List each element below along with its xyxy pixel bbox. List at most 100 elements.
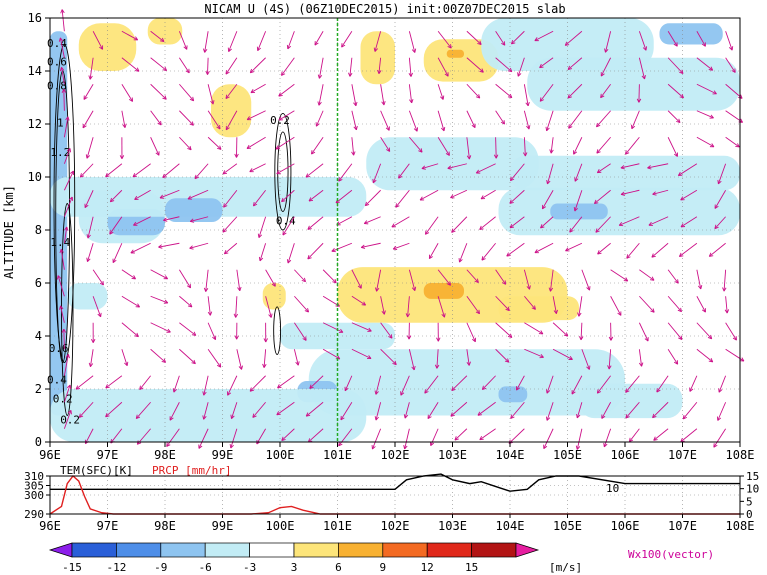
wind-vector-head-175: [341, 43, 346, 48]
wind-vector-224: [454, 428, 468, 441]
wind-vector-34: [105, 375, 123, 389]
wind-vector-118: [265, 269, 276, 287]
wind-vector-head-189: [381, 101, 386, 106]
wind-vector-290: [571, 375, 583, 395]
wind-vector-head-26: [79, 173, 85, 178]
wind-vector-head-2: [65, 353, 70, 359]
wind-vector-29: [83, 84, 94, 100]
wind-vector-40: [109, 216, 123, 235]
sfc-x-tick-label-7: 103E: [438, 519, 467, 533]
wind-vector-122: [249, 163, 266, 173]
wind-vector-219: [437, 137, 450, 156]
wind-vector-head-298: [574, 177, 579, 182]
wind-vector-head-122: [249, 168, 254, 173]
x-tick-label-4: 100E: [266, 448, 295, 462]
wind-vector-226: [451, 375, 468, 391]
chart-title: NICAM U (4S) (06Z10DEC2015) init:00Z07DE…: [204, 2, 565, 16]
wind-vector-head-158: [317, 74, 323, 79]
shaded-region-19: [510, 155, 740, 191]
wind-vector-head-24: [86, 234, 91, 239]
wind-vector-16: [85, 428, 94, 444]
wind-vector-28: [82, 110, 94, 129]
wind-vector-head-61: [162, 95, 167, 100]
wind-vector-head-109: [225, 94, 230, 100]
wind-vector-head-226: [451, 386, 456, 392]
wind-vector-127: [257, 31, 267, 51]
wind-vector-head-153: [308, 197, 314, 202]
wind-vector-head-137: [281, 197, 286, 203]
wind-vector-head-36: [134, 332, 139, 338]
wind-vector-head-38: [131, 275, 136, 280]
wind-vector-head-126: [249, 68, 255, 74]
wind-vector-head-248: [479, 225, 484, 231]
contour-label-4: 1.2: [50, 146, 70, 159]
wind-vector-58: [132, 163, 151, 178]
wind-vector-274: [546, 375, 554, 394]
wind-vector-head-166: [357, 284, 362, 289]
wind-vector-head-81: [202, 415, 207, 420]
wind-vector-323: [638, 349, 643, 367]
colorbar-label-0: -15: [62, 561, 82, 574]
wind-vector-19: [89, 349, 94, 367]
wind-vector-head-9: [70, 170, 75, 176]
wind-vector-head-14: [58, 37, 64, 42]
wind-vector-head-150: [332, 278, 337, 284]
wind-vector-head-366: [708, 66, 714, 71]
wind-vector-65: [169, 402, 180, 421]
wind-vector-head-90: [194, 174, 199, 180]
wind-vector-head-167: [331, 247, 336, 253]
wind-vector-head-320: [628, 437, 634, 443]
colorbar: -15 -12 -9 -6 -3 3 6 9 12 15: [48, 542, 540, 574]
wind-vector-head-135: [286, 259, 292, 264]
wind-vector-head-83: [216, 363, 222, 368]
wind-vector-head-383: [728, 46, 734, 51]
wind-vector-head-80: [198, 444, 203, 449]
wind-vector-head-334: [641, 75, 646, 80]
wind-vector-6: [60, 249, 65, 270]
wind-vector-235: [466, 137, 470, 160]
colorbar-label-6: 6: [335, 561, 342, 574]
wind-vector-99: [236, 349, 243, 370]
wind-vector-head-263: [506, 252, 511, 257]
wind-vector-104: [222, 216, 238, 233]
wind-vector-293: [578, 296, 583, 317]
wind-vector-356: [696, 322, 713, 340]
wind-vector-head-106: [222, 170, 228, 175]
wind-vector-head-85: [207, 311, 213, 316]
wind-vector-head-202: [398, 174, 403, 179]
wind-vector-378: [717, 163, 727, 185]
wind-vector-head-292: [578, 336, 584, 341]
wind-vector-head-5: [56, 275, 62, 280]
wind-vector-17: [78, 401, 94, 418]
colorbar-bin-3: [160, 542, 206, 558]
wind-vector-237: [466, 83, 481, 99]
wind-vector-head-286: [539, 63, 544, 69]
wind-vector-60: [150, 110, 162, 126]
wind-vector-head-310: [623, 277, 629, 282]
wind-vector-head-379: [735, 143, 740, 148]
wind-vector-42: [105, 163, 123, 178]
wind-vector-94: [207, 57, 209, 75]
wind-vector-289: [576, 402, 583, 419]
wind-vector-head-288: [575, 445, 581, 450]
wind-vector-90: [194, 163, 209, 180]
wind-vector-head-338: [656, 388, 661, 393]
wind-vector-head-241: [477, 411, 482, 416]
colorbar-label-7: 9: [379, 561, 386, 574]
wind-vector-87: [189, 242, 209, 249]
wind-vector-head-120: [257, 233, 263, 238]
wind-vector-26: [79, 163, 94, 178]
wind-vector-254: [495, 57, 513, 73]
wind-vector-head-222: [444, 72, 449, 77]
wind-vector-229: [466, 295, 480, 315]
wind-vector-138: [276, 163, 295, 175]
wind-vector-head-294: [586, 286, 591, 291]
wind-vector-25: [84, 190, 94, 208]
wind-vector-head-27: [85, 154, 91, 159]
wind-vector-head-244: [507, 333, 513, 338]
wind-vector-head-214: [446, 281, 451, 286]
wind-vector-head-19: [88, 362, 94, 367]
wind-vector-49: [135, 401, 151, 419]
wind-vector-358: [696, 269, 702, 290]
